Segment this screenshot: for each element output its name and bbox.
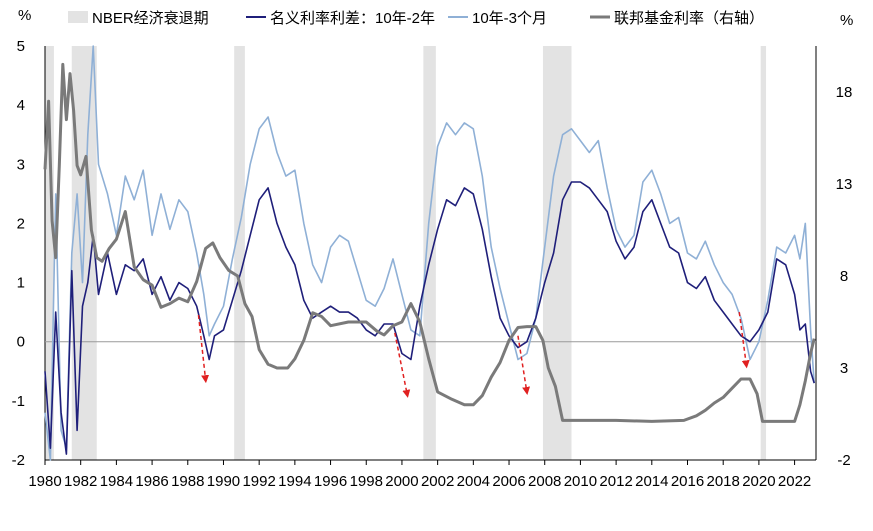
x-tick-label: 2022 [778, 473, 811, 490]
left-axis-unit: % [18, 7, 31, 24]
red-arrow-2 [517, 335, 531, 395]
right-tick-label: 8 [840, 268, 848, 285]
red-arrow-1 [394, 332, 411, 398]
left-tick-label: 1 [17, 275, 25, 292]
recession-band-2 [234, 46, 245, 460]
legend-recession-label: NBER经济衰退期 [92, 10, 209, 27]
x-tick-label: 2014 [635, 473, 668, 490]
red-arrow-3 [738, 312, 750, 369]
recession-band-0 [45, 46, 54, 460]
x-tick-label: 2020 [742, 473, 775, 490]
legend-spread-3m-label: 10年-3个月 [472, 10, 547, 27]
series-lines [43, 45, 816, 461]
left-tick-label: 2 [17, 215, 25, 232]
x-tick-label: 1984 [100, 473, 133, 490]
x-tick-label: 1988 [171, 473, 204, 490]
left-tick-label: -2 [12, 452, 25, 469]
legend: NBER经济衰退期 名义利率利差：10年-2年 10年-3个月 联邦基金利率（右… [68, 10, 764, 27]
series-line-2 [43, 62, 816, 423]
left-tick-label: 4 [17, 97, 25, 114]
x-tick-label: 1982 [64, 473, 97, 490]
x-tick-label: 2000 [385, 473, 418, 490]
legend-recession-swatch [68, 11, 88, 23]
x-tick-label: 1986 [135, 473, 168, 490]
left-tick-label: 5 [17, 38, 25, 55]
recession-band-3 [423, 46, 436, 460]
recession-shading [45, 46, 767, 460]
x-tick-label: 1996 [314, 473, 347, 490]
left-tick-label: 0 [17, 334, 25, 351]
x-tick-label: 1992 [242, 473, 275, 490]
left-tick-label: 3 [17, 156, 25, 173]
x-tick-label: 1998 [350, 473, 383, 490]
x-tick-label: 2010 [564, 473, 597, 490]
left-tick-label: -1 [12, 393, 25, 410]
x-tick-label: 2006 [492, 473, 525, 490]
x-tick-label: 2016 [671, 473, 704, 490]
x-tick-label: 2004 [457, 473, 490, 490]
legend-spread-2y-label: 名义利率利差：10年-2年 [270, 10, 435, 27]
x-tick-label: 2018 [707, 473, 740, 490]
x-tick-label: 2002 [421, 473, 454, 490]
right-axis-unit: % [840, 12, 853, 29]
x-tick-label: 2008 [528, 473, 561, 490]
right-tick-label: 3 [840, 360, 848, 377]
right-tick-label: -2 [837, 452, 850, 469]
right-tick-label: 13 [836, 176, 853, 193]
annotations [197, 312, 750, 398]
x-tick-label: 1990 [207, 473, 240, 490]
red-arrow-0 [197, 315, 210, 384]
recession-band-5 [760, 46, 767, 460]
x-tick-label: 1980 [28, 473, 61, 490]
series-line-0 [44, 181, 815, 455]
x-tick-label: 2012 [599, 473, 632, 490]
x-tick-label: 1994 [278, 473, 311, 490]
right-tick-label: 18 [836, 84, 853, 101]
legend-fed-funds-label: 联邦基金利率（右轴） [614, 10, 764, 27]
